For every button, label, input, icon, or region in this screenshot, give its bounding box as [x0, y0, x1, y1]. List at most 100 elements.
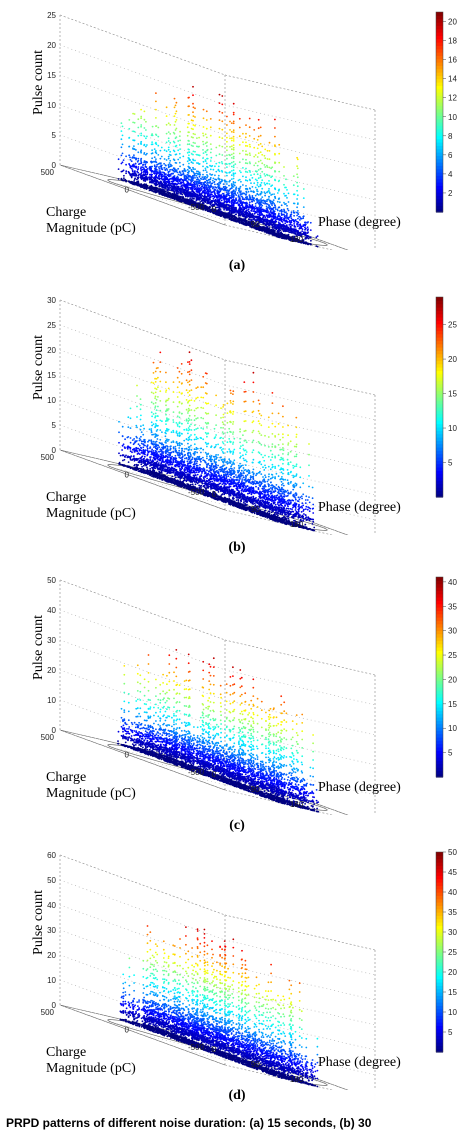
- pulse-point: [230, 157, 233, 159]
- pulse-point: [261, 230, 264, 232]
- pulse-point: [202, 117, 205, 120]
- pulse-point: [284, 217, 287, 219]
- pulse-point: [175, 183, 178, 185]
- pulse-point: [221, 137, 224, 140]
- pulse-point: [132, 147, 134, 150]
- pulse-point: [150, 184, 153, 187]
- pulse-point: [302, 215, 305, 218]
- pulse-point: [287, 201, 290, 203]
- pulse-point: [287, 192, 290, 195]
- pulse-point: [201, 197, 203, 200]
- pulse-point: [239, 185, 242, 188]
- pulse-point: [297, 221, 300, 224]
- pulse-point: [120, 138, 123, 141]
- pulse-point: [173, 115, 176, 118]
- pulse-point: [202, 132, 204, 135]
- pulse-point: [251, 177, 254, 179]
- pulse-point: [261, 153, 264, 156]
- pulse-point: [192, 175, 194, 178]
- pulse-point: [169, 154, 172, 157]
- pulse-point: [245, 206, 248, 209]
- pulse-point: [146, 178, 149, 181]
- pulse-point: [258, 209, 261, 212]
- pulse-point: [307, 221, 309, 223]
- pulse-point: [221, 212, 224, 215]
- pulse-point: [202, 134, 205, 137]
- pulse-point: [250, 182, 252, 185]
- pulse-point: [228, 197, 231, 200]
- pulse-point: [264, 192, 267, 195]
- pulse-point: [198, 197, 201, 199]
- pulse-point: [202, 143, 205, 146]
- pulse-point: [210, 148, 213, 151]
- pulse-point: [182, 182, 185, 184]
- pulse-point: [234, 190, 237, 193]
- pulse-point: [291, 230, 294, 233]
- pulse-point: [260, 210, 263, 213]
- pulse-point: [233, 192, 236, 195]
- pulse-point: [142, 178, 145, 180]
- pulse-point: [117, 158, 120, 161]
- gridline: [59, 44, 226, 106]
- pulse-point: [237, 194, 240, 197]
- pulse-point: [122, 169, 125, 172]
- pulse-point: [238, 187, 241, 190]
- pulse-point: [140, 115, 143, 118]
- pulse-point: [213, 200, 216, 203]
- pulse-point: [145, 188, 148, 191]
- pulse-point: [206, 201, 209, 204]
- pulse-point: [281, 221, 284, 223]
- pulse-point: [193, 181, 196, 183]
- pulse-point: [168, 165, 171, 168]
- pulse-point: [196, 195, 198, 198]
- pulse-point: [293, 202, 296, 205]
- pulse-point: [215, 162, 218, 165]
- pulse-point: [180, 181, 183, 184]
- pulse-point: [185, 188, 187, 191]
- pulse-point: [205, 162, 208, 165]
- pulse-point: [223, 179, 226, 182]
- pulse-point: [246, 212, 248, 215]
- pulse-point: [205, 145, 208, 147]
- pulse-point: [278, 201, 281, 204]
- pulse-point: [237, 189, 240, 192]
- pulse-point: [290, 217, 293, 220]
- pulse-point: [257, 118, 260, 121]
- pulse-point: [214, 178, 217, 181]
- pulse-point: [176, 185, 179, 188]
- pulse-point: [214, 165, 216, 168]
- pulse-point: [170, 185, 173, 188]
- pulse-point: [209, 134, 212, 137]
- gridline: [59, 14, 226, 76]
- pulse-point: [120, 122, 123, 124]
- pulse-point: [298, 232, 300, 235]
- pulse-point: [129, 164, 131, 167]
- pulse-point: [251, 186, 254, 188]
- pulse-point: [244, 136, 247, 139]
- pulse-point: [229, 154, 231, 157]
- pulse-point: [177, 167, 180, 170]
- pulse-point: [159, 157, 162, 160]
- pulse-point: [263, 173, 266, 175]
- pulse-point: [204, 169, 207, 172]
- pulse-point: [230, 148, 233, 151]
- pulse-point: [259, 159, 262, 162]
- pulse-point: [195, 181, 198, 184]
- pulse-point: [232, 172, 235, 175]
- pulse-point: [192, 162, 194, 165]
- pulse-point: [174, 104, 177, 107]
- pulse-point: [283, 175, 285, 177]
- pulse-point: [150, 167, 153, 170]
- pulse-point: [130, 160, 133, 163]
- pulse-point: [264, 221, 267, 223]
- pulse-point: [167, 131, 170, 134]
- pulse-point: [177, 140, 180, 142]
- pulse-point: [277, 189, 280, 192]
- pulse-point: [143, 110, 146, 113]
- pulse-point: [238, 197, 241, 200]
- pulse-point: [247, 190, 250, 193]
- pulse-point: [132, 121, 135, 124]
- pulse-point: [232, 111, 235, 114]
- pulse-point: [190, 136, 193, 138]
